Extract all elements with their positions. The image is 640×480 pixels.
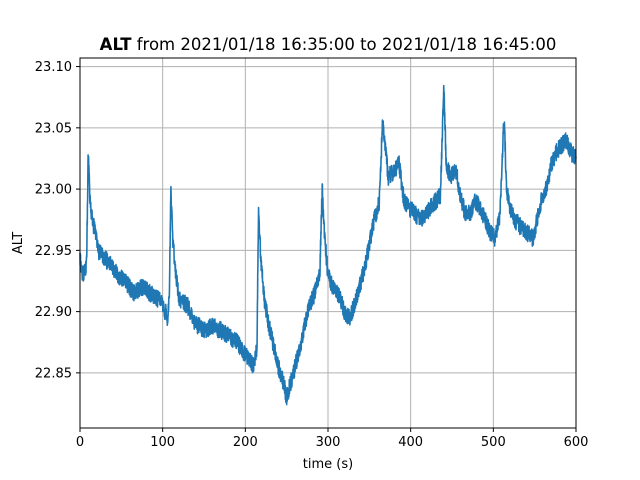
x-tick-label: 600 [564,435,589,450]
y-tick-label: 22.90 [35,305,72,320]
x-tick-label: 300 [316,435,341,450]
x-tick-label: 100 [150,435,175,450]
y-tick-label: 23.10 [35,60,72,75]
chart-title: ALT from 2021/01/18 16:35:00 to 2021/01/… [100,35,557,54]
x-tick-label: 400 [398,435,423,450]
y-tick-label: 23.05 [35,121,72,136]
title-rest-part: from 2021/01/18 16:35:00 to 2021/01/18 1… [131,35,556,54]
y-axis-label: ALT [11,232,26,254]
x-tick-label: 200 [233,435,258,450]
y-tick-label: 22.95 [35,244,72,259]
x-tick-label: 0 [76,435,84,450]
x-tick-label: 500 [481,435,506,450]
series-line-0 [79,84,577,406]
ticks: 0 100 200 300 400 500 600 22.85 22.90 22.95 23.00 2… [35,60,589,450]
x-axis-label: time (s) [303,457,353,472]
y-tick-label: 23.00 [35,183,72,198]
grid [79,58,577,428]
title-bold-part: ALT [100,35,133,54]
y-tick-label: 22.85 [35,366,72,381]
plot-area [79,84,577,406]
